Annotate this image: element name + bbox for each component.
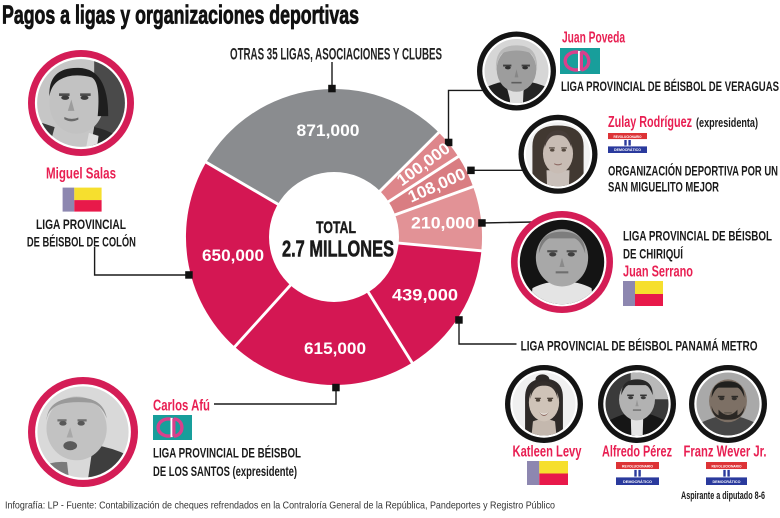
svg-text:(expresidenta): (expresidenta) [696,115,758,130]
svg-text:Katleen Levy: Katleen Levy [513,444,582,461]
svg-text:Alfredo Pérez: Alfredo Pérez [602,444,672,461]
svg-text:LIGA PROVINCIAL DE BÉISBOL DE: LIGA PROVINCIAL DE BÉISBOL DE VERAGUAS [561,78,779,94]
svg-text:650,000: 650,000 [202,246,264,265]
svg-text:DE BÉISBOL DE COLÓN: DE BÉISBOL DE COLÓN [27,233,136,250]
svg-text:REVOLUCIONARIO: REVOLUCIONARIO [712,465,742,469]
svg-text:Juan Serrano: Juan Serrano [623,264,693,281]
svg-text:Carlos Afú: Carlos Afú [153,398,210,415]
svg-text:LIGA PROVINCIAL DE BÉISBOL: LIGA PROVINCIAL DE BÉISBOL [623,228,772,244]
svg-text:Pagos a ligas y organizacione: Pagos a ligas y organizaciones deportiva… [2,0,359,30]
svg-text:Juan Poveda: Juan Poveda [562,30,625,47]
svg-text:LIGA PROVINCIAL DE BÉISBOL PA: LIGA PROVINCIAL DE BÉISBOL PANAMÁ METRO [521,338,758,354]
svg-text:DE LOS SANTOS (expresidente): DE LOS SANTOS (expresidente) [153,463,297,479]
svg-text:OTRAS 35 LIGAS, ASOCIACIONES Y: OTRAS 35 LIGAS, ASOCIACIONES Y CLUBES [230,45,442,63]
svg-text:TOTAL: TOTAL [316,218,356,237]
svg-text:Franz Wever Jr.: Franz Wever Jr. [684,444,767,461]
svg-text:SAN MIGUELITO MEJOR: SAN MIGUELITO MEJOR [608,179,719,195]
svg-text:Miguel Salas: Miguel Salas [46,166,116,183]
svg-text:DEMOCRÁTICO: DEMOCRÁTICO [713,479,741,484]
svg-text:871,000: 871,000 [297,121,360,140]
svg-text:DE CHIRIQUÍ: DE CHIRIQUÍ [623,246,684,262]
svg-text:439,000: 439,000 [392,286,458,305]
svg-text:2.7 MILLONES: 2.7 MILLONES [282,236,394,262]
svg-text:DEMOCRÁTICO: DEMOCRÁTICO [623,479,652,484]
svg-text:REVOLUCIONARIO: REVOLUCIONARIO [622,465,653,469]
svg-text:Zulay Rodríguez: Zulay Rodríguez [608,114,692,131]
svg-text:ORGANIZACIÓN DEPORTIVA POR UN: ORGANIZACIÓN DEPORTIVA POR UN [608,162,778,179]
svg-text:Infografía: LP - Fuente: Conta: Infografía: LP - Fuente: Contabilización… [5,500,555,512]
svg-text:LIGA PROVINCIAL: LIGA PROVINCIAL [36,216,126,232]
svg-text:REVOLUCIONARIO: REVOLUCIONARIO [614,135,642,139]
svg-text:DEMOCRÁTICO: DEMOCRÁTICO [614,147,641,152]
svg-text:615,000: 615,000 [304,339,366,358]
svg-text:210,000: 210,000 [411,214,475,233]
svg-text:LIGA PROVINCIAL DE BÉISBOL: LIGA PROVINCIAL DE BÉISBOL [153,445,301,461]
svg-text:Aspirante a diputado 8-6: Aspirante a diputado 8-6 [681,490,765,502]
